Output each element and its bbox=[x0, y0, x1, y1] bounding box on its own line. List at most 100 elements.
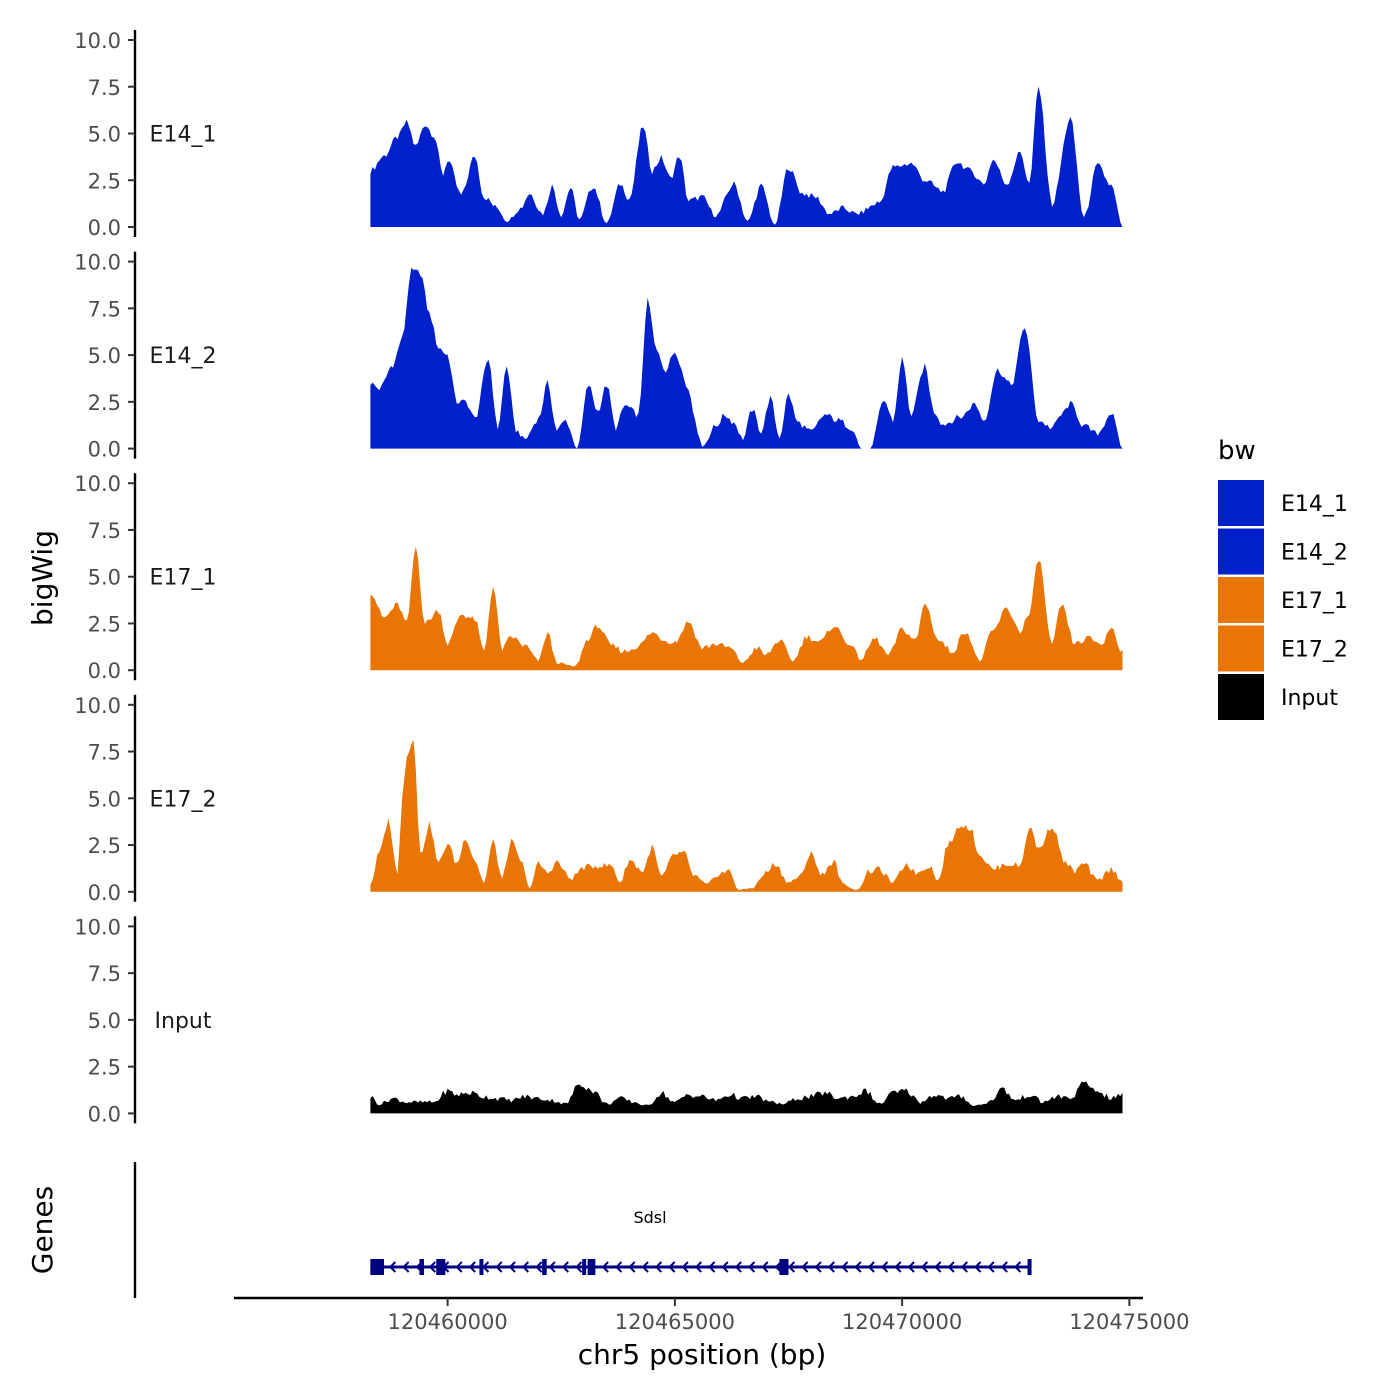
y-tick-label: 7.5 bbox=[88, 297, 121, 321]
strand-arrow bbox=[508, 1261, 516, 1273]
strand-arrow bbox=[548, 1261, 556, 1273]
strand-arrow bbox=[455, 1261, 463, 1273]
legend-title: bw bbox=[1218, 436, 1256, 466]
track-label-E17_1: E17_1 bbox=[150, 566, 217, 591]
strand-arrow bbox=[694, 1261, 702, 1273]
y-tick-label: 5.0 bbox=[88, 787, 121, 811]
legend-key-Input bbox=[1218, 674, 1264, 720]
strand-arrow bbox=[388, 1261, 397, 1273]
strand-arrow bbox=[894, 1261, 902, 1273]
genes-axis-title: Genes bbox=[26, 1186, 59, 1274]
area-E14_1 bbox=[370, 86, 1123, 227]
strand-arrow bbox=[615, 1261, 623, 1273]
strand-arrow bbox=[641, 1261, 649, 1273]
strand-arrow bbox=[761, 1261, 769, 1273]
legend-label-E14_2: E14_2 bbox=[1281, 541, 1348, 566]
gene-model bbox=[370, 1259, 1032, 1275]
y-tick-label: 7.5 bbox=[88, 519, 121, 543]
legend-label-E14_1: E14_1 bbox=[1281, 492, 1348, 517]
strand-arrow bbox=[841, 1261, 849, 1273]
strand-arrow bbox=[748, 1261, 756, 1273]
y-tick-label: 2.5 bbox=[88, 834, 121, 858]
y-tick-label: 0.0 bbox=[88, 881, 121, 905]
gene-exon bbox=[1027, 1259, 1032, 1275]
strand-arrow bbox=[867, 1261, 875, 1273]
strand-arrow bbox=[987, 1261, 995, 1273]
strand-arrow bbox=[787, 1261, 796, 1273]
strand-arrow bbox=[601, 1261, 609, 1273]
legend: E14_1 E14_2 E17_1 E17_2 Input bbox=[1218, 480, 1348, 720]
area-E17_2 bbox=[370, 739, 1123, 892]
y-tick-label: 7.5 bbox=[88, 741, 121, 765]
strand-arrow bbox=[1000, 1261, 1008, 1273]
track-E17_2: 0.0 2.5 5.0 7.5 10.0 E17_2 bbox=[74, 694, 1123, 905]
strand-arrow bbox=[654, 1261, 663, 1273]
track-Input: 0.0 2.5 5.0 7.5 10.0 Input bbox=[74, 915, 1123, 1126]
area-E14_2 bbox=[370, 267, 1123, 449]
strand-arrow bbox=[974, 1261, 982, 1273]
strand-arrow bbox=[521, 1261, 530, 1273]
gene-exon bbox=[542, 1259, 547, 1275]
strand-arrow bbox=[468, 1261, 476, 1273]
strand-arrow bbox=[774, 1261, 782, 1273]
y-tick-label: 2.5 bbox=[88, 1056, 121, 1080]
strand-arrow bbox=[668, 1261, 676, 1273]
strand-arrow bbox=[681, 1261, 689, 1273]
gene-exon bbox=[779, 1259, 789, 1275]
y-tick-label: 5.0 bbox=[88, 1009, 121, 1033]
gene-exon bbox=[479, 1259, 484, 1275]
x-tick-label: 120470000 bbox=[842, 1310, 962, 1334]
y-tick-label: 10.0 bbox=[74, 29, 121, 53]
x-tick-label: 120460000 bbox=[387, 1310, 507, 1334]
strand-arrow bbox=[495, 1261, 503, 1273]
y-tick-label: 2.5 bbox=[88, 612, 121, 636]
y-tick-label: 2.5 bbox=[88, 391, 121, 415]
y-tick-label: 7.5 bbox=[88, 962, 121, 986]
y-tick-label: 10.0 bbox=[74, 472, 121, 496]
y-tick-label: 10.0 bbox=[74, 915, 121, 939]
strand-arrow bbox=[428, 1261, 436, 1273]
legend-label-Input: Input bbox=[1281, 686, 1338, 711]
legend-label-E17_2: E17_2 bbox=[1281, 638, 1348, 663]
strand-arrow bbox=[575, 1261, 583, 1273]
strand-arrow bbox=[907, 1261, 915, 1273]
strand-arrow bbox=[920, 1261, 929, 1273]
gene-exon bbox=[419, 1259, 424, 1275]
x-axis-title: chr5 position (bp) bbox=[578, 1338, 827, 1371]
gene-exon bbox=[587, 1259, 596, 1275]
y-tick-label: 5.0 bbox=[88, 123, 121, 147]
y-tick-label: 7.5 bbox=[88, 76, 121, 100]
strand-arrow bbox=[960, 1261, 968, 1273]
x-tick-label: 120465000 bbox=[615, 1310, 735, 1334]
track-label-Input: Input bbox=[155, 1009, 212, 1034]
strand-arrow bbox=[535, 1261, 543, 1273]
strand-arrow bbox=[934, 1261, 942, 1273]
track-E14_1: 0.0 2.5 5.0 7.5 10.0 E14_1 bbox=[74, 29, 1123, 240]
strand-arrow bbox=[814, 1261, 822, 1273]
y-tick-label: 2.5 bbox=[88, 169, 121, 193]
y-tick-label: 10.0 bbox=[74, 251, 121, 275]
strand-arrow bbox=[721, 1261, 729, 1273]
strand-arrow bbox=[402, 1261, 410, 1273]
strand-arrow bbox=[482, 1261, 490, 1273]
tracks-group: 0.0 2.5 5.0 7.5 10.0 E14_1 0.0 2.5 5.0 7.5 10.0 E14… bbox=[74, 29, 1123, 1126]
strand-arrow bbox=[801, 1261, 809, 1273]
strand-arrow bbox=[1014, 1261, 1022, 1273]
strand-arrow bbox=[708, 1261, 716, 1273]
legend-key-E14_2 bbox=[1218, 528, 1264, 575]
legend-key-E17_2 bbox=[1218, 625, 1264, 672]
area-Input bbox=[370, 1081, 1123, 1114]
gene-label: Sdsl bbox=[633, 1208, 666, 1227]
y-tick-label: 0.0 bbox=[88, 438, 121, 462]
strand-arrow bbox=[628, 1261, 636, 1273]
y-tick-label: 10.0 bbox=[74, 694, 121, 718]
y-tick-label: 5.0 bbox=[88, 566, 121, 590]
y-tick-label: 0.0 bbox=[88, 216, 121, 240]
x-axis-ticks: 120460000 120465000 120470000 120475000 bbox=[387, 1298, 1189, 1334]
strand-arrow bbox=[734, 1261, 742, 1273]
gene-exon bbox=[370, 1259, 384, 1275]
strand-arrow bbox=[947, 1261, 955, 1273]
track-label-E14_1: E14_1 bbox=[150, 123, 217, 148]
gene-exon bbox=[436, 1259, 446, 1275]
